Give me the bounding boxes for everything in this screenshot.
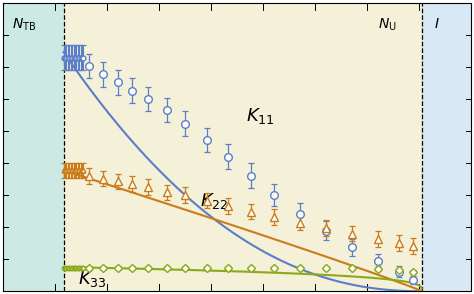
Text: $K_{33}$: $K_{33}$	[78, 269, 107, 289]
Text: $K_{22}$: $K_{22}$	[200, 191, 228, 211]
Bar	[64, 3, 422, 291]
Text: $K_{11}$: $K_{11}$	[246, 106, 275, 126]
Text: $N_\mathrm{U}$: $N_\mathrm{U}$	[377, 16, 396, 33]
Text: $I$: $I$	[434, 16, 439, 31]
Text: $N_\mathrm{TB}$: $N_\mathrm{TB}$	[12, 16, 36, 33]
Bar	[3, 3, 64, 291]
Bar	[422, 3, 471, 291]
